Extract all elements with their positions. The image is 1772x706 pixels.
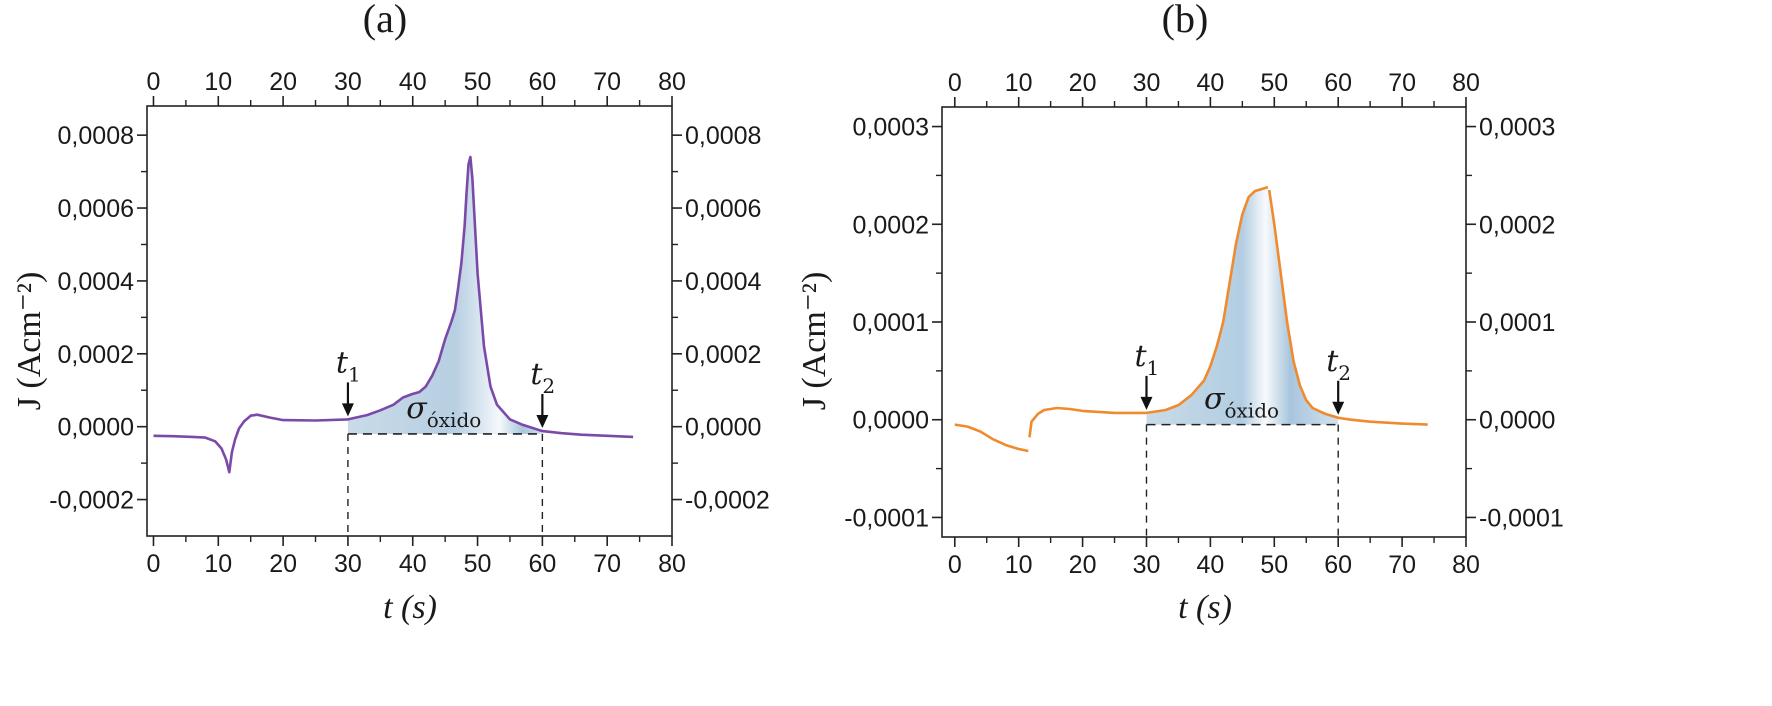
x-tick-label: 40 [399, 550, 427, 578]
t1-label: t1 [336, 345, 361, 386]
x-tick-label-top: 30 [1133, 69, 1161, 97]
x-tick-label: 50 [464, 550, 492, 578]
tick-labels: 0 0 10 10 20 20 30 30 40 40 50 50 60 60 70 70 80 80 -0,000… [49, 68, 770, 578]
x-tick-label-top: 20 [1069, 69, 1097, 97]
x-tick-label: 50 [1260, 551, 1288, 579]
panel-label: (a) [363, 0, 407, 41]
x-tick-label: 20 [269, 550, 297, 578]
y-axis-title: J (Acm⁻²) [796, 272, 833, 411]
x-tick-label: 60 [1324, 551, 1352, 579]
shaded-area [1146, 187, 1339, 425]
t2-arrow [536, 394, 549, 429]
x-tick-label-top: 60 [1324, 69, 1352, 97]
x-tick-label-top: 30 [334, 68, 362, 96]
x-tick-label: 80 [658, 550, 686, 578]
x-tick-label: 60 [528, 550, 556, 578]
ticks [932, 97, 1476, 547]
y-tick-label-right: 0,0004 [685, 268, 762, 296]
x-tick-label-top: 10 [1005, 69, 1033, 97]
sigma-oxido-label: σóxido [1204, 382, 1279, 423]
x-tick-label: 30 [334, 550, 362, 578]
x-tick-label: 80 [1452, 551, 1480, 579]
chart-panel-b: (b) 0 0 10 10 20 20 30 30 40 40 50 50 60 60 70 70 80 80 -0… [796, 0, 1564, 626]
series-line [954, 185, 1428, 453]
tick-labels: 0 0 10 10 20 20 30 30 40 40 50 50 60 60 70 70 80 80 -0,000… [844, 69, 1564, 579]
arrow-head [536, 415, 549, 429]
annotations: t1 t2 σóxido [336, 345, 555, 536]
x-tick-label: 10 [1005, 551, 1033, 579]
y-tick-label-right: -0,0001 [1479, 504, 1564, 532]
x-tick-label: 10 [204, 550, 232, 578]
y-tick-label-right: 0,0003 [1479, 114, 1555, 142]
x-tick-label: 0 [147, 550, 161, 578]
y-tick-label: 0,0000 [58, 414, 134, 442]
x-tick-label: 0 [948, 551, 962, 579]
x-axis-title: t (s) [383, 589, 437, 626]
y-tick-label-right: 0,0002 [685, 341, 761, 369]
x-tick-label: 30 [1133, 551, 1161, 579]
y-tick-label-right: -0,0002 [685, 487, 770, 515]
y-tick-label: 0,0002 [58, 341, 134, 369]
plot-frame [941, 106, 1467, 538]
x-tick-label-top: 70 [593, 68, 621, 96]
panel-label: (b) [1162, 0, 1209, 41]
x-tick-label: 70 [593, 550, 621, 578]
x-tick-label-top: 20 [269, 68, 297, 96]
shaded-area [347, 157, 543, 434]
ticks [137, 96, 682, 546]
x-tick-label-top: 70 [1388, 69, 1416, 97]
x-axis-title: t (s) [1178, 589, 1232, 626]
t1-arrow [1140, 375, 1153, 410]
x-tick-label-top: 40 [1196, 69, 1224, 97]
x-tick-label-top: 0 [147, 68, 161, 96]
x-tick-label-top: 50 [1260, 69, 1288, 97]
x-tick-label-top: 40 [399, 68, 427, 96]
y-tick-label: -0,0002 [49, 487, 134, 515]
y-tick-label: 0,0000 [853, 407, 929, 435]
x-tick-label-top: 50 [464, 68, 492, 96]
y-tick-label: -0,0001 [844, 504, 929, 532]
t2-label: t2 [1326, 344, 1351, 385]
sigma-oxido-label: σóxido [406, 391, 481, 432]
plot-frame [146, 105, 673, 537]
y-tick-label-right: 0,0001 [1479, 309, 1555, 337]
t1-arrow [341, 382, 354, 417]
arrow-head [341, 403, 354, 417]
t1-label: t1 [1134, 339, 1159, 380]
arrow-head [1140, 396, 1153, 410]
x-tick-label-top: 0 [948, 69, 962, 97]
y-tick-label: 0,0001 [853, 309, 929, 337]
y-tick-label-right: 0,0008 [685, 122, 761, 150]
shaded-area-group [1146, 187, 1339, 425]
x-tick-label: 20 [1069, 551, 1097, 579]
x-tick-label-top: 80 [1452, 69, 1480, 97]
x-tick-label: 70 [1388, 551, 1416, 579]
t2-label: t2 [530, 357, 555, 398]
t2-arrow [1332, 380, 1345, 415]
x-tick-label-top: 10 [204, 68, 232, 96]
y-tick-label: 0,0002 [853, 211, 929, 239]
y-tick-label-right: 0,0000 [1479, 407, 1555, 435]
y-tick-label-right: 0,0000 [685, 414, 761, 442]
y-tick-label: 0,0003 [853, 114, 929, 142]
x-tick-label-top: 80 [658, 68, 686, 96]
x-tick-label-top: 60 [528, 68, 556, 96]
arrow-head [1332, 401, 1345, 415]
x-tick-label: 40 [1196, 551, 1224, 579]
y-tick-label-right: 0,0006 [685, 195, 761, 223]
annotations: t1 t2 σóxido [1134, 339, 1351, 537]
y-tick-label: 0,0004 [58, 268, 135, 296]
y-tick-label: 0,0008 [58, 122, 134, 150]
chart-panel-a: (a) 0 0 10 10 20 20 30 30 40 40 50 50 60 60 70 70 80 80 -0… [11, 0, 770, 626]
shaded-area-group [347, 157, 543, 434]
y-tick-label-right: 0,0002 [1479, 211, 1555, 239]
y-tick-label: 0,0006 [58, 195, 134, 223]
series-line [153, 155, 634, 474]
y-axis-title: J (Acm⁻²) [11, 272, 48, 411]
